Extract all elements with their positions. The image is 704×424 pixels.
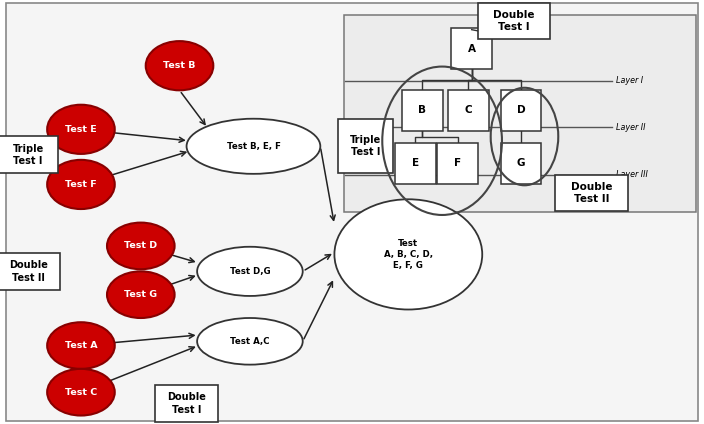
FancyBboxPatch shape bbox=[501, 143, 541, 184]
Text: B: B bbox=[418, 105, 427, 115]
FancyBboxPatch shape bbox=[0, 253, 60, 290]
Text: G: G bbox=[517, 158, 525, 168]
Text: Test D,G: Test D,G bbox=[230, 267, 270, 276]
Ellipse shape bbox=[107, 271, 175, 318]
Text: A: A bbox=[467, 44, 476, 54]
Text: F: F bbox=[454, 158, 461, 168]
FancyBboxPatch shape bbox=[448, 90, 489, 131]
Text: Test D: Test D bbox=[124, 241, 158, 251]
Text: Double
Test I: Double Test I bbox=[494, 10, 534, 32]
Text: Triple
Test I: Triple Test I bbox=[350, 135, 381, 157]
Text: Test A: Test A bbox=[65, 341, 97, 350]
Text: Test A,C: Test A,C bbox=[230, 337, 270, 346]
Text: C: C bbox=[465, 105, 472, 115]
Ellipse shape bbox=[47, 322, 115, 369]
FancyBboxPatch shape bbox=[402, 90, 443, 131]
Text: Layer III: Layer III bbox=[616, 170, 648, 179]
Text: Double
Test II: Double Test II bbox=[8, 260, 48, 282]
FancyBboxPatch shape bbox=[437, 143, 478, 184]
FancyBboxPatch shape bbox=[451, 28, 492, 69]
Text: Test B, E, F: Test B, E, F bbox=[227, 142, 280, 151]
FancyBboxPatch shape bbox=[0, 136, 58, 173]
Ellipse shape bbox=[197, 247, 303, 296]
Ellipse shape bbox=[187, 119, 320, 174]
Text: Layer II: Layer II bbox=[616, 123, 646, 132]
Text: Test G: Test G bbox=[124, 290, 158, 299]
Text: Test
A, B, C, D,
E, F, G: Test A, B, C, D, E, F, G bbox=[384, 239, 433, 270]
Ellipse shape bbox=[47, 160, 115, 209]
Text: Triple
Test I: Triple Test I bbox=[13, 144, 44, 166]
Ellipse shape bbox=[334, 199, 482, 310]
Ellipse shape bbox=[47, 369, 115, 416]
FancyBboxPatch shape bbox=[395, 143, 436, 184]
FancyBboxPatch shape bbox=[555, 175, 628, 211]
Text: Double
Test II: Double Test II bbox=[571, 182, 612, 204]
FancyBboxPatch shape bbox=[477, 3, 551, 39]
FancyBboxPatch shape bbox=[6, 3, 698, 421]
Text: E: E bbox=[412, 158, 419, 168]
Text: Test F: Test F bbox=[65, 180, 97, 189]
FancyBboxPatch shape bbox=[338, 119, 393, 173]
Text: Test C: Test C bbox=[65, 388, 97, 397]
Text: Double
Test I: Double Test I bbox=[167, 393, 206, 415]
FancyBboxPatch shape bbox=[155, 385, 218, 422]
Ellipse shape bbox=[146, 41, 213, 90]
Text: Layer I: Layer I bbox=[616, 76, 643, 85]
Ellipse shape bbox=[107, 223, 175, 269]
Ellipse shape bbox=[197, 318, 303, 365]
Text: Test B: Test B bbox=[163, 61, 196, 70]
FancyBboxPatch shape bbox=[344, 15, 696, 212]
Text: Test E: Test E bbox=[65, 125, 97, 134]
Text: D: D bbox=[517, 105, 525, 115]
FancyBboxPatch shape bbox=[501, 90, 541, 131]
Ellipse shape bbox=[47, 105, 115, 154]
